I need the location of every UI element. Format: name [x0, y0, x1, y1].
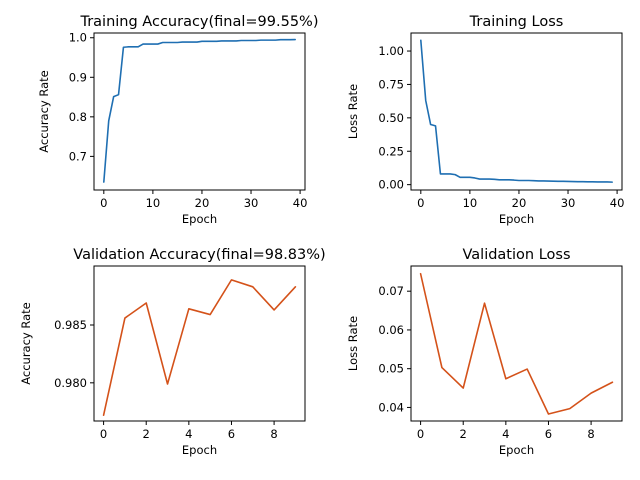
axes-frame	[93, 265, 306, 422]
x-tick-label: 6	[228, 427, 235, 441]
x-tick-label: 40	[293, 196, 308, 210]
x-tick-label: 20	[512, 196, 527, 210]
x-tick-label: 4	[502, 427, 509, 441]
x-tick-label: 0	[417, 196, 424, 210]
x-tick-label: 2	[143, 427, 150, 441]
chart-title: Validation Accuracy(final=98.83%)	[73, 247, 325, 263]
chart-panel-4: 0 2 4 6 8 0.04 0.05 0.06 0.07 Validation Loss Epoc…	[346, 247, 623, 457]
x-axis-label: Epoch	[182, 212, 217, 226]
chart-title: Validation Loss	[462, 247, 570, 263]
chart-title: Training Accuracy(final=99.55%)	[79, 14, 318, 30]
chart-title: Training Loss	[469, 14, 564, 30]
axes-frame	[410, 32, 623, 191]
y-tick-label: 0.07	[378, 284, 404, 298]
axes-frame	[93, 32, 306, 191]
y-tick-label: 0.00	[378, 178, 404, 192]
y-axis-label: Accuracy Rate	[37, 70, 51, 153]
series-line-1	[419, 272, 614, 415]
x-tick-label: 40	[610, 196, 625, 210]
series-line-1	[420, 39, 613, 183]
y-tick-label: 0.50	[378, 111, 404, 125]
x-axis-label: Epoch	[182, 443, 217, 457]
x-tick-label: 8	[270, 427, 277, 441]
y-tick-label: 0.04	[378, 400, 404, 414]
chart-panel-2: 0 10 20 30 40 0.00 0.25 0.50 0.75 1.00 Training Lo…	[346, 14, 624, 226]
y-tick-label: 1.00	[378, 44, 404, 58]
y-tick-label: 0.25	[378, 144, 404, 158]
x-tick-label: 8	[587, 427, 594, 441]
y-tick-label: 1.0	[69, 31, 87, 45]
series-line-1	[103, 38, 296, 183]
x-tick-label: 0	[100, 427, 107, 441]
y-axis-label: Loss Rate	[346, 316, 360, 371]
x-tick-label: 4	[185, 427, 192, 441]
y-tick-label: 0.8	[69, 110, 87, 124]
y-tick-label: 0.980	[54, 376, 87, 390]
x-tick-label: 0	[417, 427, 424, 441]
x-tick-label: 6	[545, 427, 552, 441]
y-tick-label: 0.05	[378, 362, 404, 376]
y-axis-label: Accuracy Rate	[19, 302, 33, 385]
y-tick-label: 0.75	[378, 77, 404, 91]
x-tick-label: 0	[100, 196, 107, 210]
x-tick-label: 20	[195, 196, 210, 210]
y-tick-label: 0.7	[69, 149, 87, 163]
chart-panel-3: 0 2 4 6 8 0.980 0.985 Validation Accuracy(final…	[19, 247, 326, 457]
series-line-1	[102, 279, 297, 417]
x-tick-label: 30	[561, 196, 576, 210]
x-tick-label: 2	[460, 427, 467, 441]
y-axis-label: Loss Rate	[346, 84, 360, 139]
x-axis-label: Epoch	[499, 212, 534, 226]
y-tick-label: 0.06	[378, 323, 404, 337]
y-tick-label: 0.9	[69, 70, 87, 84]
x-tick-label: 10	[146, 196, 161, 210]
x-axis-label: Epoch	[499, 443, 534, 457]
y-tick-label: 0.985	[54, 318, 87, 332]
x-tick-label: 30	[244, 196, 259, 210]
axes-frame	[410, 265, 623, 422]
x-tick-label: 10	[463, 196, 478, 210]
